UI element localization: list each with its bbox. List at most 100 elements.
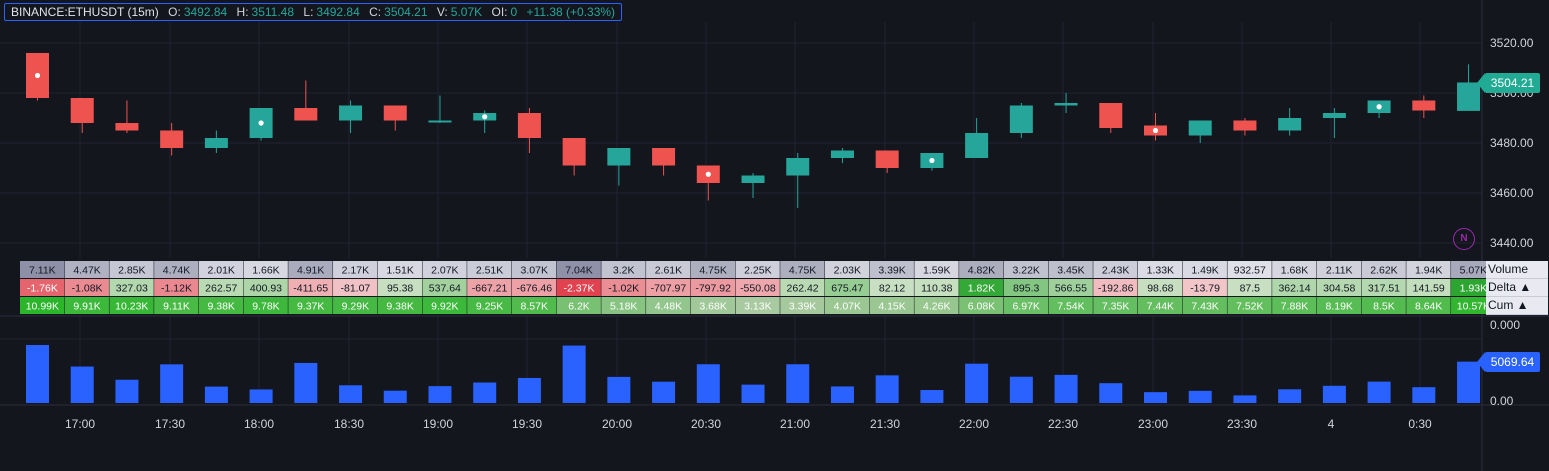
volume-cell-text: 4.47K [73, 265, 100, 277]
volume-row-label[interactable]: Volume [1486, 261, 1548, 279]
cum-row-label[interactable]: Cum ▲ [1486, 297, 1548, 315]
cum-cell-text: 9.37K [297, 301, 324, 313]
delta-row-label[interactable]: Delta ▲ [1486, 279, 1548, 297]
change-value: +11.38 (+0.33%) [526, 5, 616, 19]
time-tick: 23:00 [1138, 417, 1168, 431]
candle-body [383, 105, 407, 121]
open-value: 3492.84 [183, 5, 228, 19]
cum-cell [467, 297, 512, 314]
candle-body [1233, 120, 1257, 131]
volume-cell-text: 1.66K [252, 265, 279, 277]
volume-cell [20, 261, 65, 278]
candle-body [339, 105, 363, 121]
cum-cell [1316, 297, 1362, 314]
cum-cell-text: 10.99K [26, 301, 59, 313]
candle-body [786, 158, 810, 176]
volume-key: V: [436, 5, 448, 19]
delta-cell-text: -1.12K [161, 283, 192, 295]
delta-cell-text: 87.5 [1240, 283, 1261, 295]
volume-cell-text: 2.51K [476, 265, 503, 277]
time-tick: 20:30 [691, 417, 721, 431]
volume-cell-text: 4.75K [699, 265, 726, 277]
delta-cell-text: 675.47 [831, 283, 863, 295]
cum-cell [556, 297, 601, 314]
volume-cell [377, 261, 422, 278]
delta-cell [690, 279, 736, 296]
volume-cell-text: 4.82K [968, 265, 995, 277]
delta-cell [333, 279, 378, 296]
volume-bar [294, 362, 318, 403]
low-value: 3492.84 [316, 5, 360, 19]
volume-cell-text: 2.03K [834, 265, 861, 277]
candle-body [160, 130, 184, 148]
volume-bar [965, 363, 989, 403]
volume-cell [64, 261, 109, 278]
delta-cell-text: 327.03 [116, 283, 148, 295]
volume-bar [1278, 389, 1302, 403]
delta-cell [735, 279, 780, 296]
volume-bar [1188, 390, 1212, 403]
delta-cell [1451, 279, 1496, 296]
delta-cell [914, 279, 959, 296]
cum-cell-text: 6.97K [1012, 301, 1039, 313]
symbol-legend[interactable]: BINANCE:ETHUSDT (15m) O: 3492.84 H: 3511.4… [4, 3, 623, 21]
volume-bar [786, 364, 810, 403]
cum-cell [1093, 297, 1138, 314]
close-value: 3504.21 [384, 5, 428, 19]
cum-cell-text: 7.88K [1281, 301, 1308, 313]
volume-bar [696, 364, 720, 403]
delta-cell [869, 279, 914, 296]
volume-bar [1412, 387, 1436, 403]
delta-cell-text: 98.68 [1147, 283, 1173, 295]
cum-cell-text: 8.64K [1415, 301, 1442, 313]
volume-cell-text: 2.43K [1102, 265, 1129, 277]
cum-cell [154, 297, 199, 314]
cum-cell [109, 297, 154, 314]
cum-cell [869, 297, 914, 314]
delta-cell-text: 262.57 [205, 283, 237, 295]
volume-cell-text: 3.2K [613, 265, 635, 277]
time-tick: 21:00 [780, 417, 810, 431]
candle-body [1457, 82, 1481, 111]
delta-cell [20, 279, 65, 296]
delta-cell [1227, 279, 1272, 296]
delta-cell-text: -13.79 [1190, 283, 1220, 295]
volume-cell [646, 261, 691, 278]
price-tick: 3520.00 [1490, 36, 1534, 50]
candle-body [428, 120, 452, 123]
candle-body [652, 148, 676, 166]
candle-marker-dot [1376, 104, 1382, 110]
time-tick: 22:30 [1048, 417, 1078, 431]
cum-cell-text: 9.78K [252, 301, 279, 313]
candle-body [741, 175, 765, 183]
candle-marker-dot [929, 157, 935, 164]
close-key: C: [369, 5, 382, 19]
candle-body [830, 150, 854, 158]
volume-cell-text: 2.62K [1370, 265, 1397, 277]
cum-cell [1406, 297, 1451, 314]
cum-cell [333, 297, 378, 314]
cum-cell-text: 9.92K [431, 301, 458, 313]
delta-cell-text: 82.12 [879, 283, 905, 295]
candle-body [1009, 105, 1033, 133]
volume-cell [824, 261, 870, 278]
time-tick: 19:30 [512, 417, 542, 431]
cum-cell-text: 6.08K [968, 301, 995, 313]
candle-marker-dot [1152, 127, 1159, 134]
volume-cell [1227, 261, 1272, 278]
delta-cell-text: -707.97 [651, 283, 687, 295]
indicator-badge[interactable]: N [1453, 228, 1475, 250]
cum-cell-text: 9.11K [163, 301, 190, 313]
current-volume-label: 5069.64 [1477, 352, 1540, 372]
current-price-label: 3504.21 [1477, 73, 1540, 93]
delta-cell [959, 279, 1004, 296]
delta-cell [1048, 279, 1093, 296]
cum-cell-text: 9.38K [386, 301, 413, 313]
volume-cell-text: 1.59K [923, 265, 950, 277]
time-tick: 20:00 [602, 417, 632, 431]
delta-cell [1272, 279, 1317, 296]
candle-body [1054, 103, 1078, 106]
time-tick: 18:30 [334, 417, 364, 431]
volume-cell-text: 4.91K [297, 265, 324, 277]
